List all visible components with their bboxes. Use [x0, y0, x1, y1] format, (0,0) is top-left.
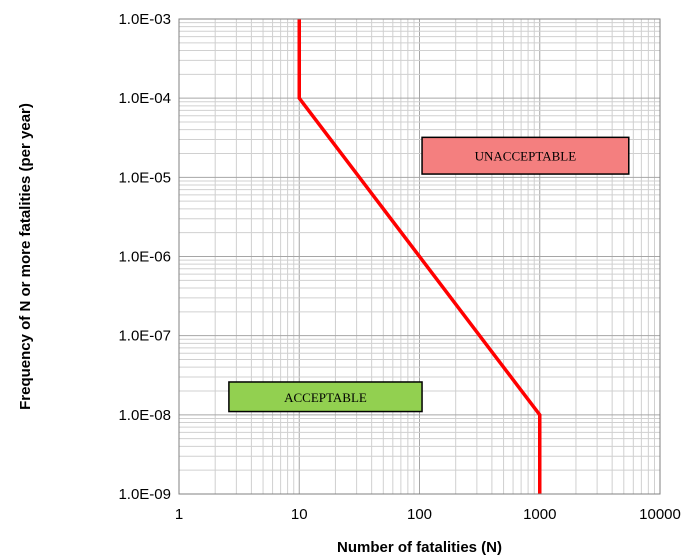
series-layer [297, 19, 542, 494]
y-tick-label: 1.0E-04 [118, 90, 171, 107]
y-tick-label: 1.0E-06 [118, 249, 171, 266]
y-tick-label: 1.0E-09 [118, 486, 171, 503]
y-axis-title: Frequency of N or more fatalities (per y… [17, 103, 34, 410]
x-tick-label: 100 [407, 506, 432, 523]
x-tick-labels: 1 10 100 1000 10000 [175, 506, 681, 523]
grid [178, 19, 660, 495]
annotation-label: ACCEPTABLE [284, 390, 367, 405]
x-tick-label: 1 [175, 506, 183, 523]
annotation-box [228, 381, 423, 413]
y-tick-label: 1.0E-03 [118, 11, 171, 28]
y-tick-label: 1.0E-07 [118, 328, 171, 345]
y-tick-labels: 1.0E-09 1.0E-08 1.0E-07 1.0E-06 1.0E-05 1.0E-… [118, 11, 171, 503]
x-axis-title: Number of fatalities (N) [337, 539, 502, 556]
plot-area-frame [178, 18, 661, 495]
y-tick-label: 1.0E-08 [118, 407, 171, 424]
annotation-box [421, 136, 630, 175]
annotation-label: UNACCEPTABLE [475, 149, 577, 164]
y-tick-label: 1.0E-05 [118, 169, 171, 186]
x-tick-label: 10000 [639, 506, 681, 523]
annotation-boxes: UNACCEPTABLE ACCEPTABLE [228, 136, 630, 413]
x-tick-label: 10 [291, 506, 308, 523]
fn-criterion-line [297, 19, 542, 494]
x-tick-label: 1000 [523, 506, 556, 523]
